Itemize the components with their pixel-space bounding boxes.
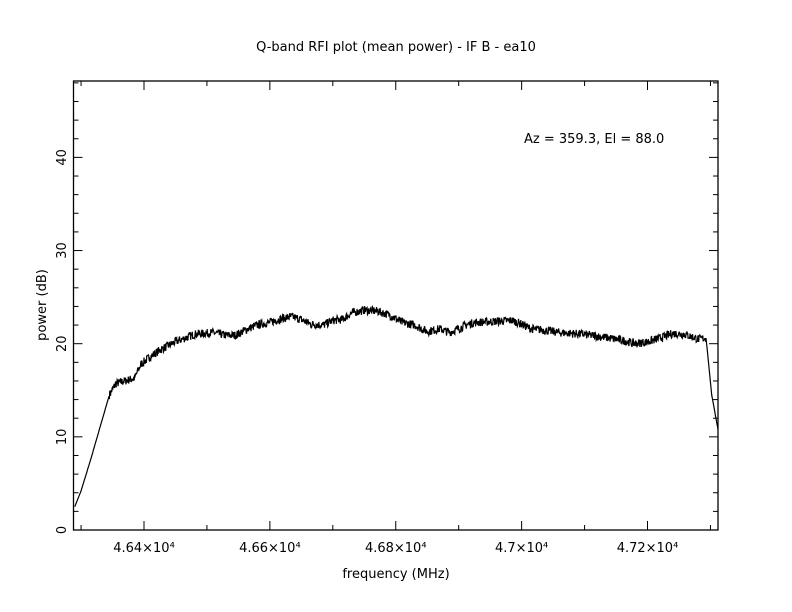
x-tick-label: 4.68×10⁴ (365, 541, 427, 556)
power-series-line (74, 305, 719, 507)
x-tick-label: 4.7×10⁴ (495, 541, 548, 556)
y-tick-label: 0 (55, 526, 70, 534)
axis-ticks (73, 81, 718, 531)
x-tick-label: 4.72×10⁴ (617, 541, 679, 556)
y-tick-label: 30 (55, 242, 70, 259)
plot-frame (72, 80, 719, 531)
y-axis-label: power (dB) (35, 269, 50, 341)
y-tick-label: 20 (55, 335, 70, 352)
x-tick-label: 4.66×10⁴ (239, 541, 301, 556)
x-tick-label: 4.64×10⁴ (113, 541, 175, 556)
chart-title: Q-band RFI plot (mean power) - IF B - ea… (256, 40, 536, 55)
az-el-annotation: Az = 359.3, El = 88.0 (524, 132, 664, 147)
y-tick-label: 10 (55, 429, 70, 446)
x-axis-label: frequency (MHz) (342, 567, 449, 582)
y-tick-label: 40 (55, 149, 70, 166)
tick-labels: 4.64×10⁴ 4.66×10⁴ 4.68×10⁴ 4.7×10⁴ 4.72×10⁴ 0… (55, 149, 678, 556)
